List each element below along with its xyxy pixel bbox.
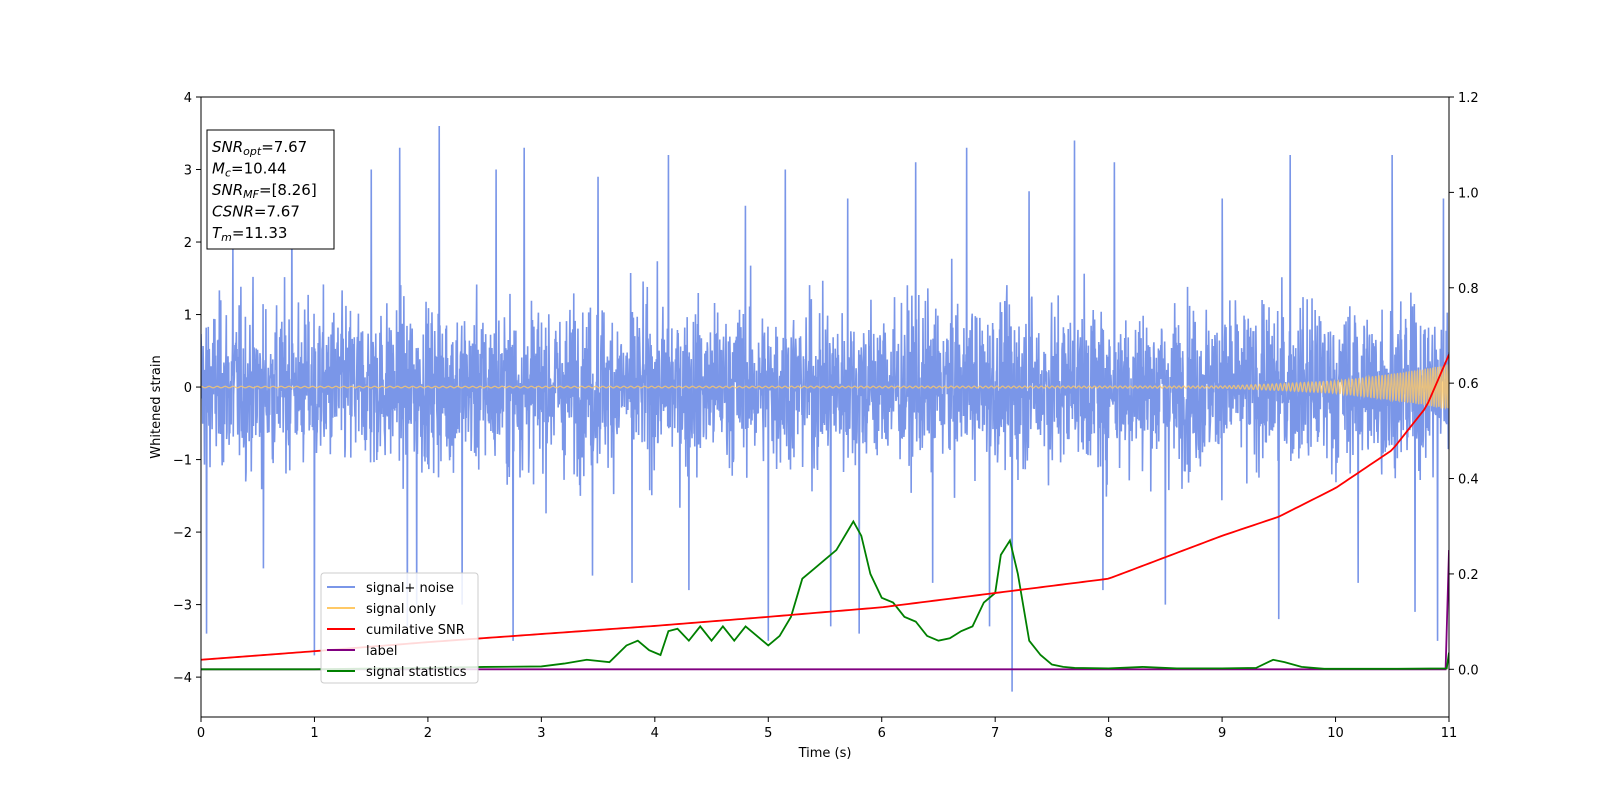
x-tick-label: 6	[878, 726, 886, 741]
y-tick-label: 2	[184, 236, 192, 251]
x-tick-label: 5	[764, 726, 772, 741]
x-tick-label: 2	[424, 726, 432, 741]
info-line: CSNR=7.67	[212, 203, 300, 221]
info-line: SNRMF=[8.26]	[212, 181, 317, 201]
x-tick-label: 7	[991, 726, 999, 741]
y-axis-label: Whitened strain	[149, 355, 164, 458]
x-axis-label: Time (s)	[798, 746, 852, 761]
y-tick-label: −2	[173, 526, 192, 541]
y-tick-label: −4	[173, 671, 192, 686]
y-tick-label: 3	[184, 164, 192, 179]
x-tick-label: 8	[1104, 726, 1112, 741]
y2-tick-label: 0.2	[1458, 568, 1479, 583]
legend-entry: label	[366, 644, 397, 659]
x-tick-label: 1	[310, 726, 318, 741]
y-tick-label: −3	[173, 599, 192, 614]
axes-layer: 0 1 2 3 4 5 6 7 8 9 10 11 −4 −3 −2 −1 0 1 2 3 4 0.0 0.2 0.4 0.6 0…	[173, 91, 1479, 741]
legend-entry: signal statistics	[366, 665, 467, 680]
label-line	[201, 550, 1449, 671]
x-tick-label: 11	[1441, 726, 1458, 741]
y2-tick-label: 1.0	[1458, 186, 1479, 201]
x-tick-label: 0	[197, 726, 205, 741]
plot-frame	[200, 96, 1450, 718]
info-box-frame	[206, 129, 335, 250]
y-tick-label: −1	[173, 454, 192, 469]
x-tick-label: 4	[651, 726, 659, 741]
y-tick-label: 0	[184, 381, 192, 396]
x-tick-label: 3	[537, 726, 545, 741]
y2-tick-label: 0.0	[1458, 663, 1479, 678]
legend-entry: cumilative SNR	[366, 623, 465, 638]
legend: signal+ noise signal only cumilative SNR la…	[320, 572, 479, 684]
y2-tick-label: 0.6	[1458, 377, 1479, 392]
legend-entry: signal+ noise	[366, 581, 454, 596]
y2-tick-label: 0.8	[1458, 282, 1479, 297]
signal-statistics-line	[201, 519, 1449, 671]
y2-tick-label: 1.2	[1458, 91, 1479, 106]
y-tick-label: 1	[184, 309, 192, 324]
x-tick-label: 10	[1327, 726, 1344, 741]
signal-only-line	[201, 364, 1449, 410]
x-tick-label: 9	[1218, 726, 1226, 741]
info-line: Mc=10.44	[212, 160, 287, 180]
y-tick-label: 4	[184, 91, 192, 106]
info-line: SNRopt=7.67	[212, 138, 307, 158]
info-line: Tm=11.33	[212, 224, 287, 244]
y2-tick-label: 0.4	[1458, 473, 1479, 488]
legend-frame	[320, 572, 479, 684]
legend-entry: signal only	[366, 602, 436, 617]
